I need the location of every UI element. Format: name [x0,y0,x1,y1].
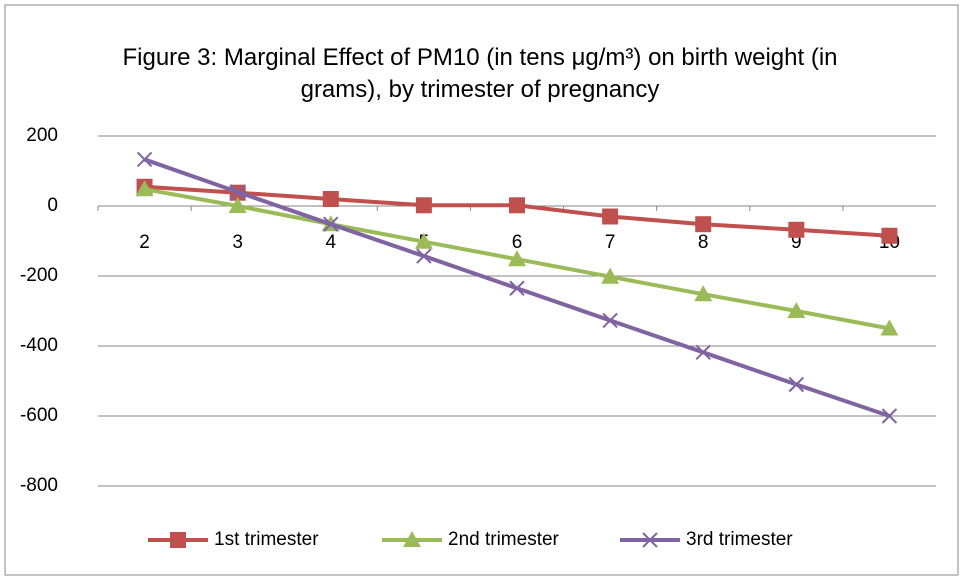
x-tick-label: 8 [698,232,709,253]
marker [881,408,898,424]
chart-title: Figure 3: Marginal Effect of PM10 (in te… [122,44,838,103]
legend-label: 3rd trimester [686,529,793,550]
marker [228,197,247,213]
legend-label: 1st trimester [214,529,319,550]
marker [695,216,712,233]
marker [403,531,421,547]
x-tick-label: 6 [512,232,523,253]
marker [788,376,805,393]
x-tick-label: 7 [605,232,616,253]
marker [322,191,339,207]
marker [415,197,432,214]
marker [170,532,186,548]
marker [135,180,154,197]
legend-label: 2nd trimester [448,529,560,550]
marker [508,250,526,267]
x-tick-label: 9 [791,232,802,253]
y-tick-label: -600 [20,405,58,426]
marker [136,151,153,168]
marker [602,312,618,329]
marker [601,267,620,284]
marker [787,302,806,318]
y-tick-label: -800 [20,475,58,496]
marker [509,280,525,296]
x-tick-label: 2 [139,232,150,253]
marker [229,184,246,200]
marker [788,221,805,238]
marker [602,208,619,225]
y-tick-label: 0 [47,195,58,216]
y-tick-label: -200 [20,265,58,286]
marker [694,285,713,302]
marker [695,344,711,361]
marker [642,532,658,548]
marker [416,248,432,264]
x-tick-label: 4 [325,232,336,253]
marker [881,227,898,244]
x-tick-label: 3 [232,232,243,253]
marker [509,197,525,214]
y-tick-label: -400 [20,335,58,356]
chart-border [4,4,959,576]
marker [880,319,899,336]
marker [414,232,433,249]
marker [323,216,339,232]
y-tick-label: 200 [26,125,58,146]
